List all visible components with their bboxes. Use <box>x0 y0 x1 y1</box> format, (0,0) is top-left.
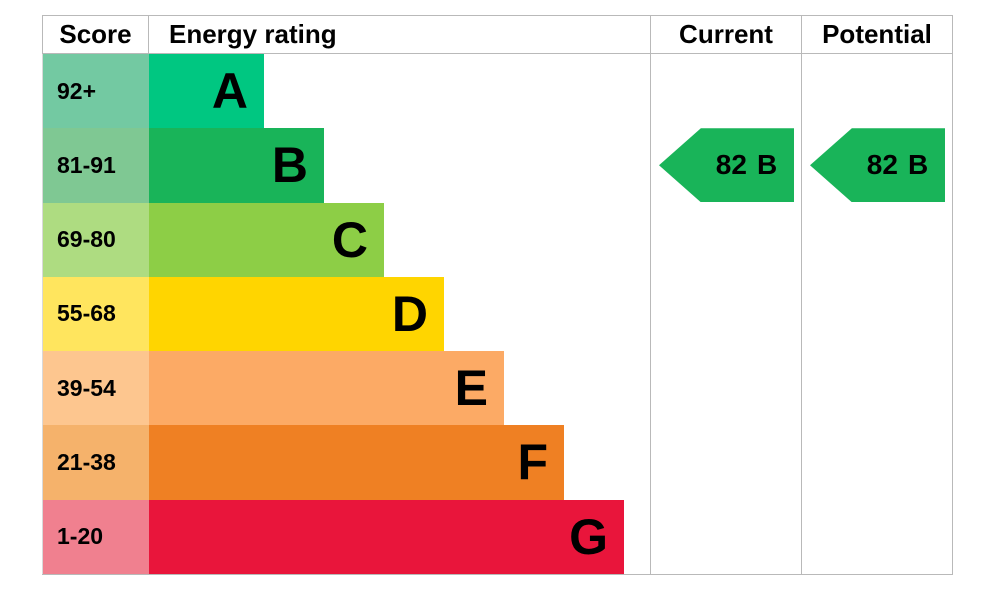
score-cell: 81-91 <box>43 128 149 203</box>
band-row-b: 81-91 B <box>43 128 650 203</box>
chart-body: 92+ A 81-91 B 69-80 C 55-68 D 39-54 E 21… <box>42 54 953 575</box>
rating-bar: C <box>149 202 384 277</box>
potential-rating-arrow: 82 B <box>810 128 945 203</box>
current-score-value: 82 <box>715 149 747 181</box>
potential-grade-letter: B <box>907 149 929 181</box>
score-cell: 21-38 <box>43 425 149 500</box>
score-cell: 1-20 <box>43 499 149 574</box>
potential-score-value: 82 <box>866 149 898 181</box>
header-energy-rating: Energy rating <box>148 16 650 53</box>
rating-bar: B <box>149 128 324 203</box>
score-cell: 92+ <box>43 54 149 129</box>
band-row-a: 92+ A <box>43 54 650 129</box>
current-rating-arrow: 82 B <box>659 128 794 203</box>
potential-column: 82 B <box>801 54 953 574</box>
band-row-d: 55-68 D <box>43 276 650 352</box>
score-cell: 55-68 <box>43 276 149 352</box>
rating-bar: A <box>149 54 264 129</box>
current-column: 82 B <box>650 54 801 574</box>
rating-bands: 92+ A 81-91 B 69-80 C 55-68 D 39-54 E 21… <box>42 54 650 574</box>
header-current: Current <box>650 16 801 53</box>
band-row-f: 21-38 F <box>43 425 650 500</box>
rating-bar: D <box>149 276 444 352</box>
rating-bar: F <box>149 425 564 500</box>
band-row-c: 69-80 C <box>43 202 650 277</box>
band-row-e: 39-54 E <box>43 351 650 426</box>
current-grade-letter: B <box>756 149 778 181</box>
band-row-g: 1-20 G <box>43 499 650 574</box>
header-potential: Potential <box>801 16 953 53</box>
score-cell: 69-80 <box>43 202 149 277</box>
score-cell: 39-54 <box>43 351 149 426</box>
rating-bar: G <box>149 499 624 574</box>
table-header: Score Energy rating Current Potential <box>42 15 953 54</box>
epc-rating-chart: Score Energy rating Current Potential 92… <box>42 15 953 575</box>
header-score: Score <box>42 16 148 53</box>
rating-bar: E <box>149 351 504 426</box>
